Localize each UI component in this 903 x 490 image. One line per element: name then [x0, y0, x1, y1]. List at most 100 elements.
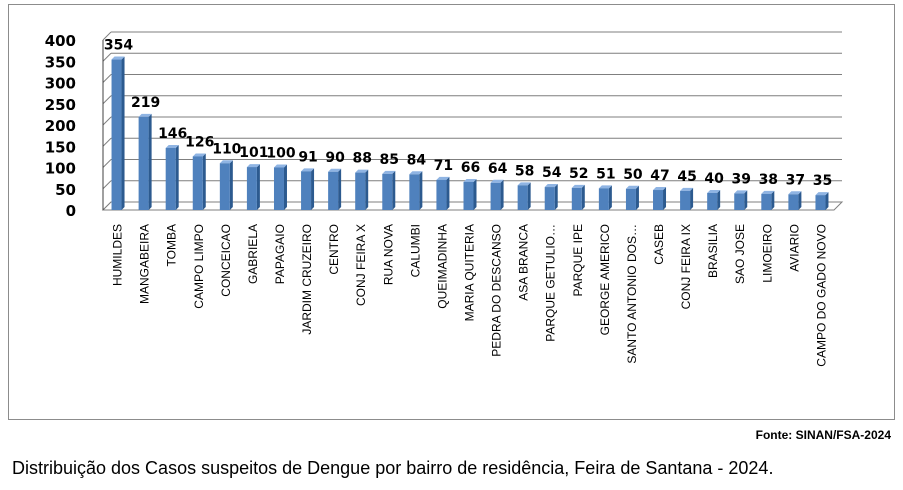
bar: [382, 173, 393, 210]
data-label: 51: [596, 166, 615, 182]
bar-top: [301, 168, 315, 172]
bar: [328, 171, 339, 210]
x-tick-label: CENTRO: [327, 224, 341, 275]
bar-top: [544, 184, 558, 188]
y-tick-label: 250: [45, 96, 76, 114]
x-tick-label: HUMILDES: [111, 224, 125, 286]
bar: [625, 188, 636, 210]
x-tick-label: PARQUE GETULIO…: [544, 224, 558, 342]
bar: [246, 167, 257, 210]
x-tick-label: TOMBA: [165, 224, 179, 266]
data-label: 47: [650, 168, 669, 184]
bar: [165, 147, 176, 210]
x-tick-label: CAMPO LIMPO: [192, 224, 206, 309]
bar-side: [554, 184, 558, 210]
gridline-side: [102, 31, 112, 41]
x-tick-label: SANTO ANTONIO DOS…: [625, 224, 639, 364]
bar-top: [598, 185, 612, 189]
data-label: 38: [759, 172, 778, 188]
bar-top: [355, 169, 369, 173]
data-label: 110: [212, 141, 241, 157]
bar: [544, 187, 555, 210]
chart-frame: [8, 4, 895, 420]
bar: [301, 171, 312, 210]
bar-side: [798, 191, 802, 210]
bar-side: [283, 164, 287, 210]
bar-side: [581, 184, 585, 210]
x-tick-label: SAO JOSE: [733, 224, 747, 284]
y-tick-label: 300: [45, 75, 76, 93]
bar-side: [608, 185, 612, 210]
bar-side: [717, 190, 721, 210]
data-label: 40: [704, 171, 724, 187]
x-tick-label: CONJ FEIRA X: [354, 224, 368, 306]
data-label: 35: [813, 173, 832, 189]
bar: [598, 188, 609, 210]
bar-side: [229, 160, 233, 210]
bar-top: [463, 178, 477, 182]
y-tick-label: 100: [45, 160, 76, 178]
data-label: 58: [515, 163, 534, 179]
x-tick-label: GEORGE AMERICO: [598, 224, 612, 335]
bar-side: [148, 113, 152, 210]
data-label: 101: [239, 145, 268, 161]
data-label: 100: [266, 146, 295, 162]
bar-side: [392, 170, 396, 210]
bar: [355, 172, 366, 210]
bar-side: [690, 187, 694, 210]
data-label: 84: [407, 152, 427, 168]
bar: [436, 179, 447, 210]
bar-side: [473, 178, 477, 210]
x-tick-label: ASA BRANCA: [517, 224, 531, 301]
bar-side: [527, 182, 531, 210]
bar-top: [246, 164, 260, 168]
bar-top: [409, 171, 423, 175]
bar: [653, 190, 664, 210]
bar-top: [734, 190, 748, 194]
bar-top: [815, 192, 829, 196]
bar-top: [788, 191, 802, 195]
bar: [788, 194, 799, 210]
data-label: 66: [461, 160, 480, 176]
bar-side: [771, 190, 775, 210]
x-tick-label: LIMOEIRO: [760, 224, 774, 283]
bar: [490, 182, 501, 210]
bar-top: [192, 153, 206, 157]
bar-side: [663, 187, 667, 210]
x-tick-label: GABRIELA: [246, 224, 260, 284]
bar-top: [517, 182, 531, 186]
y-tick-label: 200: [45, 117, 76, 135]
x-tick-label: BRASILIA: [706, 224, 720, 278]
bar: [273, 167, 284, 210]
bar-top: [707, 190, 721, 193]
figure-caption: Distribuição dos Casos suspeitos de Deng…: [12, 458, 774, 478]
bar-side: [338, 168, 342, 210]
bar: [463, 181, 474, 210]
data-label: 88: [352, 151, 371, 167]
bar-top: [328, 168, 342, 172]
gridline-side: [102, 116, 112, 126]
bar: [111, 59, 122, 210]
x-tick-label: CALUMBI: [408, 224, 422, 277]
bar-top: [219, 160, 233, 164]
bar: [761, 193, 772, 210]
data-label: 45: [677, 169, 696, 185]
x-tick-label: PARQUE IPE: [571, 224, 585, 296]
data-label: 52: [569, 166, 588, 182]
bar: [571, 187, 582, 210]
bar-chart: 0 50 100 150 200 250 300 350 400 354 HUMILDES 219 MA…: [45, 31, 844, 367]
bar-top: [382, 170, 396, 174]
gridline-side: [102, 95, 112, 105]
bar-side: [744, 190, 748, 210]
data-label: 354: [104, 38, 133, 54]
bar-top: [761, 190, 775, 194]
x-tick-label: CONCEICAO: [219, 224, 233, 297]
y-tick-label: 350: [45, 53, 76, 71]
bar: [517, 185, 528, 210]
bar-side: [175, 144, 179, 210]
source-note: Fonte: SINAN/FSA-2024: [755, 428, 891, 442]
bar-side: [446, 176, 450, 210]
data-label: 54: [542, 165, 562, 181]
x-tick-label: JARDIM CRUZEIRO: [300, 224, 314, 335]
gridline-side: [102, 137, 112, 147]
